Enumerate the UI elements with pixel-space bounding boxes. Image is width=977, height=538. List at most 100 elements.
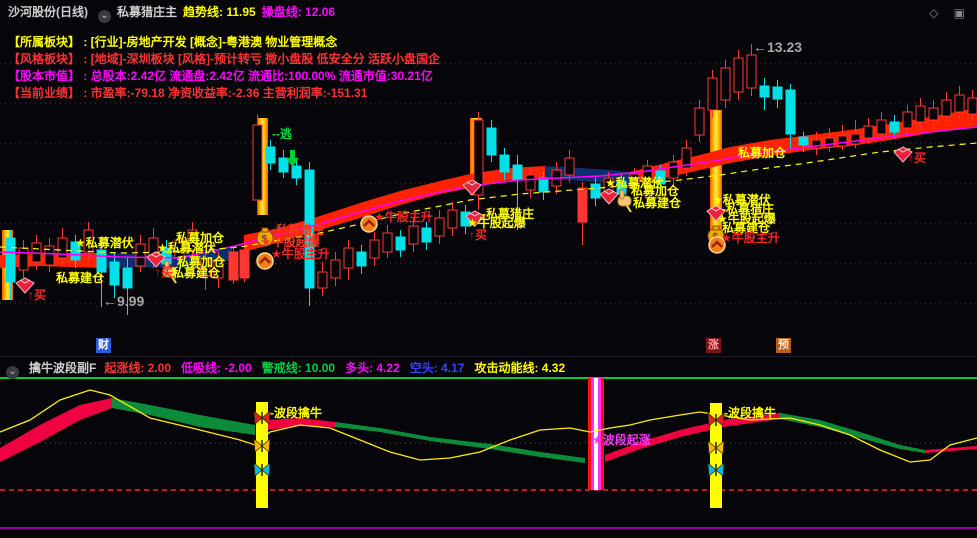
sub-indicator-panel[interactable]: -波段擒牛 ★波段起涨 -波段擒牛	[0, 377, 977, 529]
signal-annotation: 私募加仓	[175, 230, 225, 245]
signal-annotation: 私募建仓	[55, 270, 105, 285]
candle	[824, 128, 835, 152]
signal-annotation: -私募猎庄	[482, 206, 534, 221]
gem-diamond-icon	[146, 251, 166, 268]
bull-rise-icon	[256, 252, 274, 270]
info-line: 【股本市值】 : 总股本:2.42亿 流通盘:2.42亿 流通比:100.00%…	[8, 69, 433, 83]
event-tag[interactable]: 预	[776, 338, 791, 353]
main-indicator-name[interactable]: 私募猎庄主	[117, 5, 178, 19]
catch-bull-bar	[256, 402, 268, 508]
event-tag[interactable]: 财	[96, 338, 111, 353]
candle	[486, 120, 497, 162]
event-tag[interactable]: 涨	[706, 338, 721, 353]
candle	[5, 230, 16, 300]
window-corner-icons[interactable]: ◇ ▣	[929, 6, 971, 20]
bull-rise-icon	[708, 236, 726, 254]
candle	[928, 100, 939, 126]
momentum-ribbon	[780, 413, 925, 453]
signal-annotation: ★牛股主升	[374, 209, 433, 224]
candle	[109, 252, 120, 298]
butterfly-signal-icon	[253, 438, 271, 453]
candle	[876, 112, 887, 140]
chevron-down-icon[interactable]: ⌄	[6, 366, 19, 379]
signal-annotation: ★私募潜伏	[712, 192, 771, 207]
caopan-line	[0, 126, 977, 259]
sub-indicator-header: ⌄ 擒牛波段副F 起涨线: 2.00 低吸线: -2.00 警戒线: 10.00 多头: …	[6, 359, 585, 379]
candle	[564, 150, 575, 182]
candle	[590, 178, 601, 206]
butterfly-signal-icon	[253, 462, 271, 477]
pointing-hand-icon	[162, 260, 177, 284]
chevron-down-icon[interactable]: ⌄	[98, 10, 111, 23]
candle	[785, 84, 796, 150]
candle	[902, 105, 913, 134]
main-price-panel[interactable]: $$★私募潜伏私募加仓★私募潜伏私募加仓↑买私募建仓私募建仓↑买--逃-私募猎庄…	[0, 39, 977, 315]
candle	[746, 44, 757, 96]
signal-annotation: ↑买	[28, 288, 46, 302]
signal-annotation: -私募猎庄	[722, 201, 774, 216]
candle	[135, 235, 146, 272]
candle	[239, 246, 250, 282]
candle	[395, 230, 406, 257]
candle	[772, 80, 783, 108]
candle	[447, 202, 458, 236]
gem-diamond-icon	[462, 179, 482, 196]
candle	[44, 238, 55, 272]
signal-annotation: ★私募潜伏	[157, 240, 216, 255]
candle	[694, 100, 705, 142]
candle	[278, 150, 289, 178]
info-line: 【所属板块】 : [行业]-房地产开发 [概念]-粤港澳 物业管理概念	[8, 35, 338, 49]
candle	[291, 158, 302, 185]
candle	[96, 240, 107, 307]
candle	[733, 50, 744, 100]
signal-annotation: 私募加仓	[630, 183, 680, 198]
candle	[330, 252, 341, 286]
candle	[720, 60, 731, 108]
moneybag-icon: $	[256, 227, 274, 247]
signal-annotation: ↑买	[469, 228, 487, 242]
sub-indicator-values: 起涨线: 2.00 低吸线: -2.00 警戒线: 10.00 多头: 4.22 空头:…	[104, 361, 575, 375]
butterfly-signal-icon	[707, 440, 725, 455]
candle	[382, 225, 393, 258]
signal-annotation: 私募建仓	[632, 195, 682, 210]
trend-line-label: 趋势线: 11.95 操盘线: 12.06	[183, 5, 341, 19]
momentum-ribbon	[605, 413, 780, 462]
gem-diamond-icon	[15, 277, 35, 294]
bull-rise-icon	[360, 215, 378, 233]
butterfly-signal-icon	[707, 412, 725, 427]
candle	[668, 155, 679, 186]
pointing-hand-icon	[617, 189, 632, 213]
price-label: ←13.23	[753, 39, 802, 55]
gem-diamond-icon	[465, 210, 485, 227]
svg-text:$: $	[262, 234, 268, 245]
candle	[213, 252, 224, 288]
butterfly-signal-icon	[707, 462, 725, 477]
momentum-ribbon	[925, 446, 977, 453]
indicator-field: 警戒线: 10.00	[261, 361, 336, 375]
signal-annotation: --逃	[272, 126, 293, 141]
caopan-line-value: 操盘线: 12.06	[261, 5, 336, 19]
candle	[473, 112, 484, 210]
signal-annotation: -波段擒牛	[270, 405, 322, 420]
candle	[317, 262, 328, 296]
sell-arrow-icon	[286, 150, 299, 167]
signal-annotation: ★牛股起爆	[261, 234, 321, 249]
info-line: 【风格板块】 : [地域]-深圳板块 [风格]-预计转亏 微小盘股 低安全分 活…	[8, 52, 440, 66]
stock-title: 沙河股份(日线)	[8, 5, 88, 19]
signal-annotation: ★牛股起爆	[717, 211, 777, 226]
candle	[499, 148, 510, 180]
sub-indicator-name[interactable]: 擒牛波段副F	[29, 361, 97, 375]
candle	[356, 245, 367, 274]
candle	[304, 162, 315, 306]
momentum-ribbon	[268, 418, 335, 430]
candle	[265, 140, 276, 170]
signal-annotation: ★私募潜伏	[75, 235, 134, 250]
candle	[707, 70, 718, 118]
indicator-field: 空头: 4.17	[409, 361, 465, 375]
signal-annotation: ★牛股主升	[721, 230, 780, 245]
indicator-field: 起涨线: 2.00	[104, 361, 172, 375]
candle	[798, 132, 809, 152]
signal-annotation: 私募加仓	[737, 145, 787, 160]
